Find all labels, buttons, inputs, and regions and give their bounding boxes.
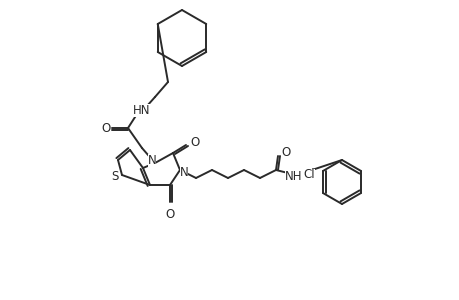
Text: N: N (179, 166, 188, 178)
Text: O: O (101, 122, 110, 134)
Text: O: O (280, 146, 290, 160)
Text: HN: HN (133, 103, 151, 116)
Text: S: S (111, 170, 118, 184)
Text: O: O (165, 208, 174, 221)
Text: Cl: Cl (302, 169, 314, 182)
Text: O: O (190, 136, 199, 149)
Text: N: N (147, 154, 156, 166)
Text: NH: NH (285, 170, 302, 184)
